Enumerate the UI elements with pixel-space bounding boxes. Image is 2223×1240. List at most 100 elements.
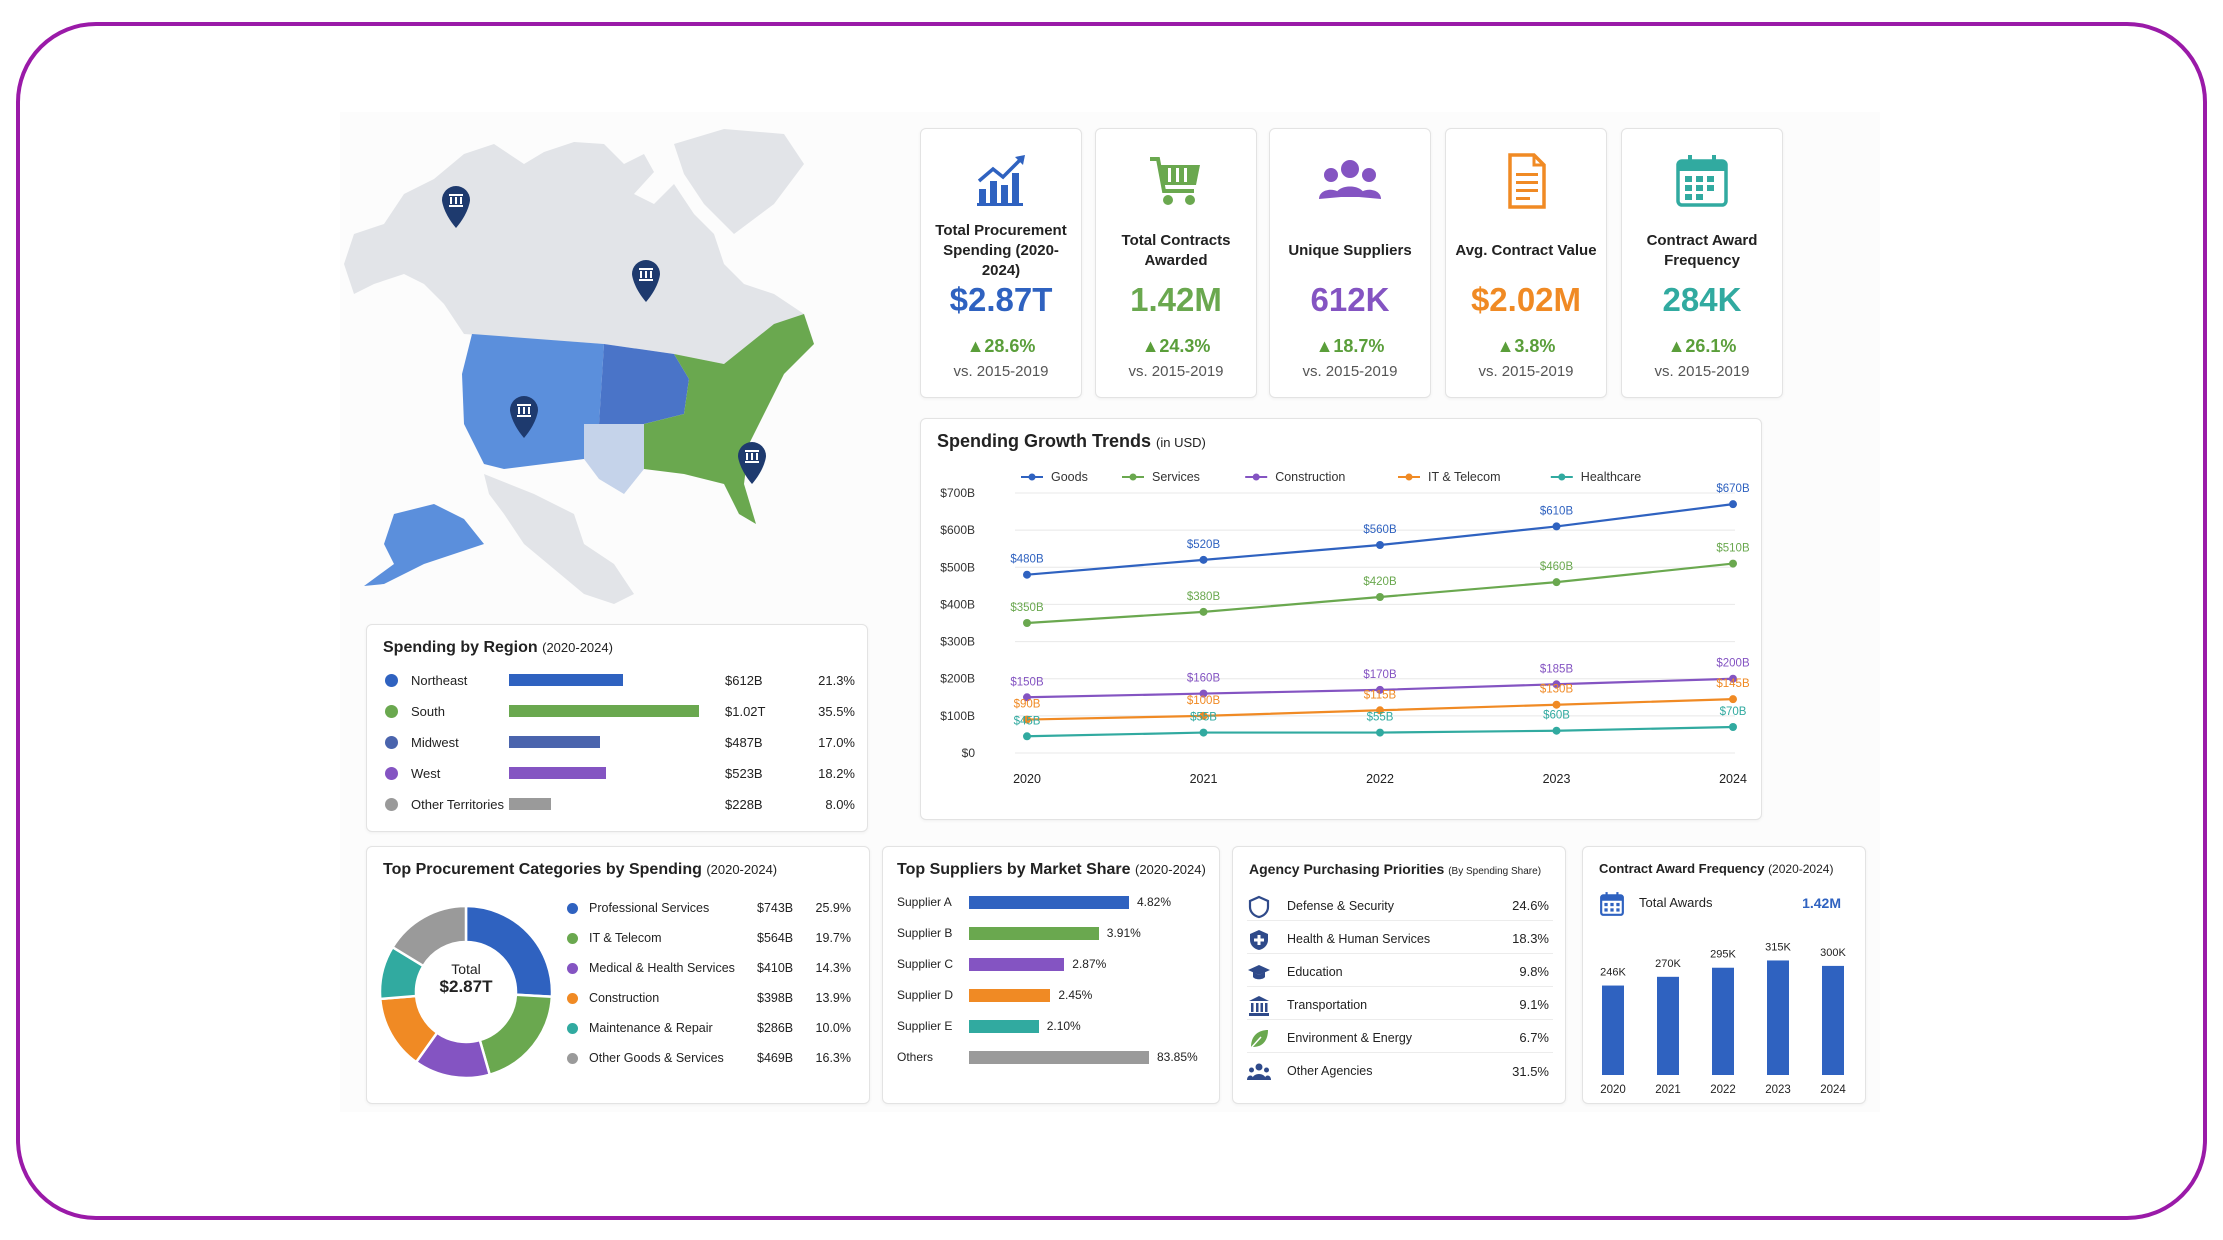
data-point[interactable]: [1729, 674, 1737, 683]
data-label: $460B: [1540, 561, 1574, 573]
data-point[interactable]: [1199, 689, 1208, 698]
donut-slice[interactable]: [464, 904, 554, 999]
supplier-name: Supplier E: [897, 1019, 953, 1033]
kpi-compare: vs. 2015-2019: [1128, 363, 1224, 380]
region-bar: [509, 798, 552, 810]
category-share: 25.9%: [815, 901, 851, 915]
x-tick-label: 2021: [1190, 772, 1218, 786]
supplier-bar[interactable]: [969, 1020, 1039, 1033]
supplier-bar[interactable]: [969, 927, 1099, 940]
kpi-change: ▲26.1%: [1667, 336, 1737, 356]
data-label: $670B: [1716, 483, 1750, 495]
y-tick-label: $200B: [940, 672, 975, 686]
people-icon: [1247, 1060, 1271, 1084]
frequency-bar[interactable]: [1712, 967, 1734, 1075]
donut-slice[interactable]: [390, 904, 468, 968]
data-point[interactable]: [1729, 559, 1737, 568]
legend-marker: [1558, 473, 1566, 481]
category-share: 14.3%: [815, 961, 851, 975]
donut-slice[interactable]: [478, 993, 554, 1077]
data-point[interactable]: [1199, 728, 1208, 737]
legend-marker: [1129, 473, 1137, 481]
supplier-share-label: 2.10%: [1046, 1019, 1081, 1033]
data-point[interactable]: [1552, 522, 1561, 531]
legend-item[interactable]: Healthcare: [1550, 470, 1641, 484]
frequency-bar[interactable]: [1767, 960, 1789, 1075]
calendar-icon: [1600, 892, 1624, 916]
bank-pin-southeast[interactable]: [738, 442, 766, 484]
bank-pin-canada[interactable]: [632, 260, 660, 302]
supplier-bar[interactable]: [969, 958, 1065, 971]
region-bar: [509, 674, 623, 686]
data-point[interactable]: [1552, 680, 1561, 689]
data-point[interactable]: [1023, 570, 1031, 579]
kpi-change: ▲24.3%: [1141, 336, 1211, 356]
shopping-cart-icon: [1096, 151, 1256, 215]
category-name: IT & Telecom: [589, 931, 662, 945]
supplier-bar[interactable]: [969, 989, 1051, 1002]
region-share: 35.5%: [818, 703, 855, 719]
data-point[interactable]: [1552, 726, 1561, 735]
category-dot: [567, 1022, 578, 1034]
category-amount: $398B: [757, 991, 794, 1005]
data-point[interactable]: [1023, 693, 1031, 702]
frequency-bar[interactable]: [1602, 985, 1624, 1075]
region-share: 8.0%: [825, 796, 855, 812]
donut-center-value: $2.87T: [439, 977, 493, 996]
data-label: $560B: [1363, 524, 1397, 536]
data-point[interactable]: [1376, 706, 1384, 715]
legend-item[interactable]: Construction: [1245, 470, 1345, 484]
data-point[interactable]: [1023, 732, 1031, 741]
supplier-row: Supplier B 3.91%: [897, 922, 1213, 944]
bank-pin-alaska[interactable]: [442, 186, 470, 228]
supplier-bar[interactable]: [969, 1051, 1149, 1064]
region-row: West $523B 18.2%: [385, 762, 855, 784]
region-dot: [385, 704, 398, 718]
supplier-share-label: 2.87%: [1072, 957, 1107, 971]
region-amount: $523B: [725, 765, 763, 781]
data-point[interactable]: [1729, 500, 1737, 509]
frequency-bar-label: 270K: [1655, 958, 1681, 970]
data-label: $350B: [1010, 602, 1044, 614]
data-point[interactable]: [1023, 715, 1031, 724]
bank-pin-west[interactable]: [510, 396, 538, 438]
region-texas: [584, 424, 644, 494]
data-point[interactable]: [1199, 555, 1208, 564]
category-legend-row: Construction $398B 13.9%: [567, 987, 851, 1009]
data-point[interactable]: [1552, 578, 1561, 587]
data-point[interactable]: [1376, 541, 1384, 549]
frequency-bar[interactable]: [1822, 965, 1844, 1075]
users-group-icon: [1270, 151, 1430, 215]
data-point[interactable]: [1376, 685, 1384, 694]
data-point[interactable]: [1729, 723, 1737, 731]
category-dot: [567, 962, 578, 974]
supplier-share-label: 4.82%: [1137, 895, 1172, 909]
frequency-bar[interactable]: [1657, 976, 1679, 1075]
priority-share: 18.3%: [1512, 931, 1549, 946]
data-point[interactable]: [1729, 695, 1737, 704]
legend-item[interactable]: Goods: [1021, 470, 1088, 484]
supplier-bar[interactable]: [969, 896, 1129, 909]
data-point[interactable]: [1376, 728, 1384, 737]
kpi-card: Total Contracts Awarded 1.42M ▲24.3% vs. 20…: [1095, 128, 1257, 398]
region-dot: [385, 797, 398, 811]
legend-label: IT & Telecom: [1428, 470, 1501, 484]
data-label: $45B: [1014, 715, 1041, 727]
supplier-row: Supplier D 2.45%: [897, 984, 1213, 1006]
data-label: $90B: [1014, 699, 1041, 711]
region-name: West: [411, 765, 441, 781]
supplier-row: Supplier A 4.82%: [897, 891, 1213, 913]
kpi-label: Contract Award Frequency: [1646, 232, 1758, 269]
region-panel: Spending by Region (2020-2024) Northeast…: [366, 624, 868, 832]
legend-item[interactable]: IT & Telecom: [1398, 470, 1501, 484]
data-point[interactable]: [1199, 607, 1208, 616]
frequency-bar-label: 246K: [1600, 967, 1626, 979]
kpi-value: $2.87T: [949, 281, 1053, 318]
data-point[interactable]: [1376, 593, 1384, 601]
data-point[interactable]: [1023, 619, 1031, 627]
legend-item[interactable]: Services: [1122, 470, 1200, 484]
data-point[interactable]: [1199, 711, 1208, 720]
frequency-x-label: 2023: [1765, 1084, 1791, 1096]
data-point[interactable]: [1552, 700, 1561, 709]
data-label: $170B: [1363, 669, 1397, 681]
